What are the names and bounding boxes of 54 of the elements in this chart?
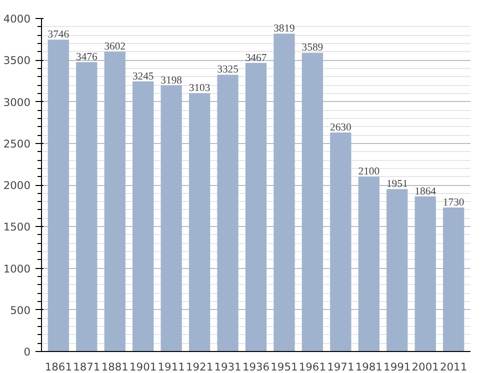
bar: [442, 207, 464, 352]
data-label: 3198: [160, 75, 182, 86]
bar: [217, 74, 238, 352]
y-tick-label: 2000: [3, 179, 31, 192]
data-label: 3746: [48, 30, 70, 41]
x-tick-label: 1881: [101, 360, 128, 373]
bar: [330, 132, 352, 352]
data-label: 2100: [358, 166, 380, 178]
data-label: 3245: [132, 71, 154, 82]
bar: [104, 52, 126, 352]
data-label: 3467: [245, 52, 268, 64]
bar: [274, 34, 295, 352]
data-label: 1951: [386, 179, 408, 190]
x-tick-label: 1961: [298, 360, 326, 373]
y-tick-label: 0: [24, 346, 31, 358]
data-label: 2630: [330, 122, 352, 134]
x-tick-label: 1871: [73, 360, 100, 373]
y-tick-label: 3000: [3, 96, 31, 109]
bar: [414, 196, 436, 352]
bar: [386, 189, 408, 352]
data-label: 1864: [414, 186, 437, 198]
x-tick-label: 2011: [440, 360, 468, 373]
x-tick-label: 1921: [186, 360, 214, 373]
y-tick-label: 1500: [3, 220, 31, 234]
y-tick-label: 3500: [3, 54, 31, 68]
bar: [76, 62, 98, 352]
x-tick-label: 1901: [130, 360, 157, 373]
x-tick-label: 1951: [270, 360, 298, 373]
x-tick-label: 1911: [158, 360, 185, 373]
bar: [245, 62, 267, 352]
bar: [48, 40, 70, 352]
x-tick-label: 2001: [412, 360, 439, 373]
data-label: 3819: [274, 24, 295, 35]
y-tick-label: 1000: [3, 262, 31, 276]
bar: [302, 52, 324, 352]
x-tick-label: 1971: [327, 360, 354, 373]
x-tick-label: 1981: [355, 360, 382, 373]
x-tick-label: 1936: [242, 360, 270, 373]
y-tick-label: 500: [10, 304, 31, 317]
bar: [160, 85, 182, 352]
data-label: 3103: [188, 83, 210, 94]
x-tick-label: 1991: [384, 360, 411, 373]
data-label: 1730: [442, 197, 464, 208]
x-tick-label: 1861: [44, 360, 72, 373]
data-label: 3325: [217, 64, 238, 76]
y-tick-label: 4000: [3, 12, 31, 26]
y-tick-label: 2500: [3, 137, 31, 150]
data-label: 3476: [76, 52, 98, 64]
data-label: 3589: [302, 42, 324, 54]
bar: [132, 81, 154, 352]
data-label: 3602: [104, 42, 126, 53]
x-tick-label: 1931: [214, 360, 242, 373]
bar: [358, 176, 380, 352]
bar: [188, 93, 210, 352]
